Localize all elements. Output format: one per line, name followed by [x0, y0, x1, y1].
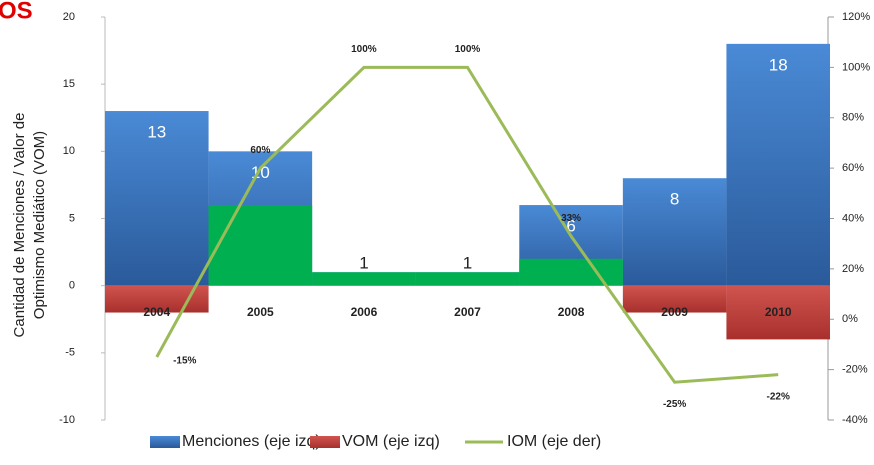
bar	[622, 285, 727, 313]
legend-label: VOM (eje izq)	[342, 433, 440, 450]
x-tick-label: 2008	[558, 305, 585, 319]
legend-label: Menciones (eje izq)	[182, 433, 321, 450]
y2-tick-label: 0%	[842, 313, 858, 325]
data-label: 1	[463, 254, 472, 273]
y2-tick-label: -20%	[842, 364, 868, 376]
chart-title: OS	[0, 0, 33, 24]
y-tick-label: 20	[63, 11, 75, 23]
x-tick-label: 2004	[143, 305, 170, 319]
data-label: -25%	[663, 399, 686, 410]
legend-swatch	[310, 436, 340, 448]
y-axis-label: Cantidad de Menciones / Valor de	[11, 113, 28, 338]
bar	[208, 205, 313, 286]
data-label: -15%	[173, 356, 196, 367]
y-tick-label: -5	[65, 347, 75, 359]
bar	[622, 178, 727, 286]
data-label: 100%	[455, 44, 481, 55]
data-label: 8	[670, 190, 679, 209]
y-tick-label: 0	[69, 280, 75, 292]
y2-tick-label: 100%	[842, 61, 870, 73]
line	[155, 65, 779, 384]
data-label: 1	[359, 254, 368, 273]
legend-label: IOM (eje der)	[507, 433, 601, 450]
data-label: 33%	[561, 213, 581, 224]
data-label: 13	[147, 123, 166, 142]
data-label: -22%	[767, 391, 790, 402]
y-tick-label: 15	[63, 78, 75, 90]
data-label: 18	[769, 55, 788, 74]
data-label: 6	[566, 217, 575, 236]
bar	[519, 258, 623, 286]
bar	[415, 272, 520, 286]
y2-tick-label: 120%	[842, 11, 870, 23]
x-tick-label: 2006	[351, 305, 378, 319]
x-tick-label: 2005	[247, 305, 274, 319]
y2-tick-label: 20%	[842, 263, 864, 275]
y-axis-label: Optimismo Mediático (VOM)	[31, 131, 48, 319]
y-tick-label: -10	[59, 414, 75, 426]
legend-swatch	[150, 436, 180, 448]
bar	[312, 272, 416, 286]
y2-tick-label: 80%	[842, 112, 864, 124]
y2-tick-label: 40%	[842, 212, 864, 224]
data-label: 60%	[250, 145, 270, 156]
bar	[105, 285, 209, 313]
y2-tick-label: 60%	[842, 162, 864, 174]
bar	[726, 285, 830, 340]
x-tick-label: 2010	[765, 305, 792, 319]
y-tick-label: 5	[69, 212, 75, 224]
y2-tick-label: -40%	[842, 414, 868, 426]
y-tick-label: 10	[63, 145, 75, 157]
bar	[726, 43, 830, 286]
x-tick-label: 2009	[661, 305, 688, 319]
bar	[105, 111, 209, 286]
x-tick-label: 2007	[454, 305, 481, 319]
data-label: 100%	[351, 44, 377, 55]
